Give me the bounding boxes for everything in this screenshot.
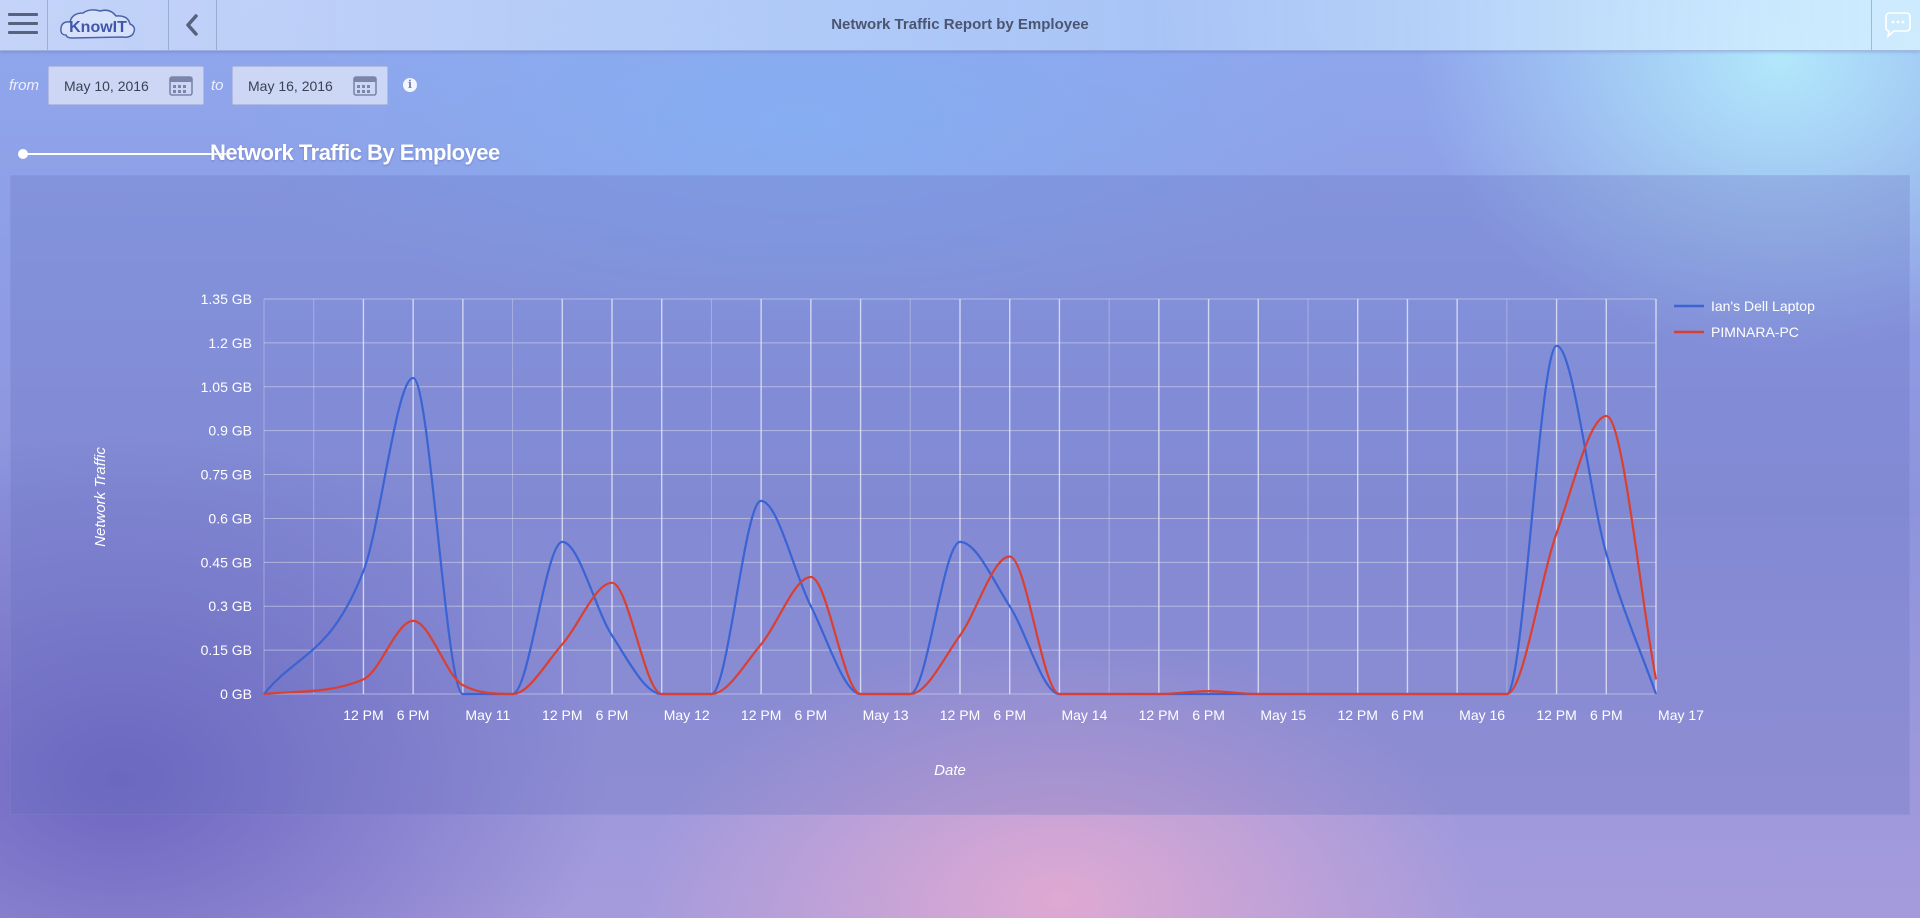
y-tick-label: 0.6 GB (208, 510, 252, 526)
chat-bubble-icon (1885, 12, 1911, 39)
section-header: Network Traffic By Employee (18, 140, 618, 170)
page-title: Network Traffic Report by Employee (831, 16, 1089, 33)
chevron-left-icon (186, 14, 198, 36)
x-tick-label: May 14 (1061, 707, 1107, 723)
y-tick-label: 0.45 GB (201, 554, 252, 570)
calendar-icon[interactable] (353, 74, 377, 96)
divider (1871, 0, 1872, 50)
divider (47, 0, 48, 50)
x-tick-label: May 17 (1658, 707, 1704, 723)
x-tick-label: May 16 (1459, 707, 1505, 723)
x-tick-label: 12 PM (1139, 707, 1179, 723)
y-tick-label: 0.3 GB (208, 598, 252, 614)
x-tick-label: 6 PM (1391, 707, 1424, 723)
x-tick-label: 12 PM (1536, 707, 1576, 723)
divider (216, 0, 217, 50)
x-tick-label: 6 PM (993, 707, 1026, 723)
x-tick-label: 6 PM (596, 707, 629, 723)
y-tick-label: 0.15 GB (201, 642, 252, 658)
y-tick-label: 1.35 GB (201, 291, 252, 307)
x-tick-label: May 12 (664, 707, 710, 723)
series-line-1 (263, 344, 1658, 696)
info-icon[interactable]: i (403, 78, 417, 92)
x-tick-label: 12 PM (542, 707, 582, 723)
x-tick-label: 6 PM (1192, 707, 1225, 723)
from-label: from (9, 77, 39, 94)
chat-button[interactable] (1872, 0, 1920, 50)
y-tick-label: 1.05 GB (201, 379, 252, 395)
x-tick-label: May 11 (465, 707, 510, 723)
x-tick-label: 6 PM (795, 707, 828, 723)
calendar-icon[interactable] (169, 74, 193, 96)
x-tick-label: 12 PM (940, 707, 980, 723)
back-button[interactable] (170, 0, 216, 50)
to-date-value: May 16, 2016 (248, 78, 333, 94)
x-tick-label: 12 PM (343, 707, 383, 723)
y-tick-label: 0 GB (220, 686, 252, 702)
legend-label-2: PIMNARA-PC (1711, 324, 1799, 340)
chart-panel: 0 GB 0.15 GB 0.3 GB 0.45 GB 0.6 GB 0.75 GB 0.9… (10, 175, 1910, 815)
y-axis-title: Network Traffic (92, 447, 109, 547)
y-tick-label: 0.9 GB (208, 423, 252, 439)
x-tick-label: 6 PM (397, 707, 430, 723)
hamburger-menu-icon[interactable] (8, 13, 38, 37)
top-bar: KnowIT Network Traffic Report by Employe… (0, 0, 1920, 51)
knowit-logo[interactable]: KnowIT (58, 7, 138, 45)
x-tick-label: 12 PM (1337, 707, 1377, 723)
legend-label-1: Ian's Dell Laptop (1711, 298, 1815, 314)
x-tick-label: 6 PM (1590, 707, 1623, 723)
x-tick-label: 12 PM (741, 707, 781, 723)
series-line-2 (263, 414, 1658, 696)
date-range-filter: from May 10, 2016 to May 16, 2016 i (0, 66, 500, 105)
to-label: to (211, 77, 224, 94)
section-title: Network Traffic By Employee (210, 140, 500, 165)
network-traffic-chart: 0 GB 0.15 GB 0.3 GB 0.45 GB 0.6 GB 0.75 GB 0.9… (92, 291, 1815, 779)
y-tick-label: 0.75 GB (201, 467, 252, 483)
y-tick-label: 1.2 GB (208, 335, 252, 351)
x-axis-title: Date (934, 762, 966, 779)
logo-text: KnowIT (69, 19, 127, 36)
section-bullet (18, 149, 28, 159)
divider (168, 0, 169, 50)
from-date-value: May 10, 2016 (64, 78, 149, 94)
x-tick-label: May 15 (1260, 707, 1306, 723)
section-line (26, 153, 226, 155)
x-tick-label: May 13 (863, 707, 909, 723)
to-date-picker[interactable]: May 16, 2016 (232, 66, 388, 105)
from-date-picker[interactable]: May 10, 2016 (48, 66, 204, 105)
